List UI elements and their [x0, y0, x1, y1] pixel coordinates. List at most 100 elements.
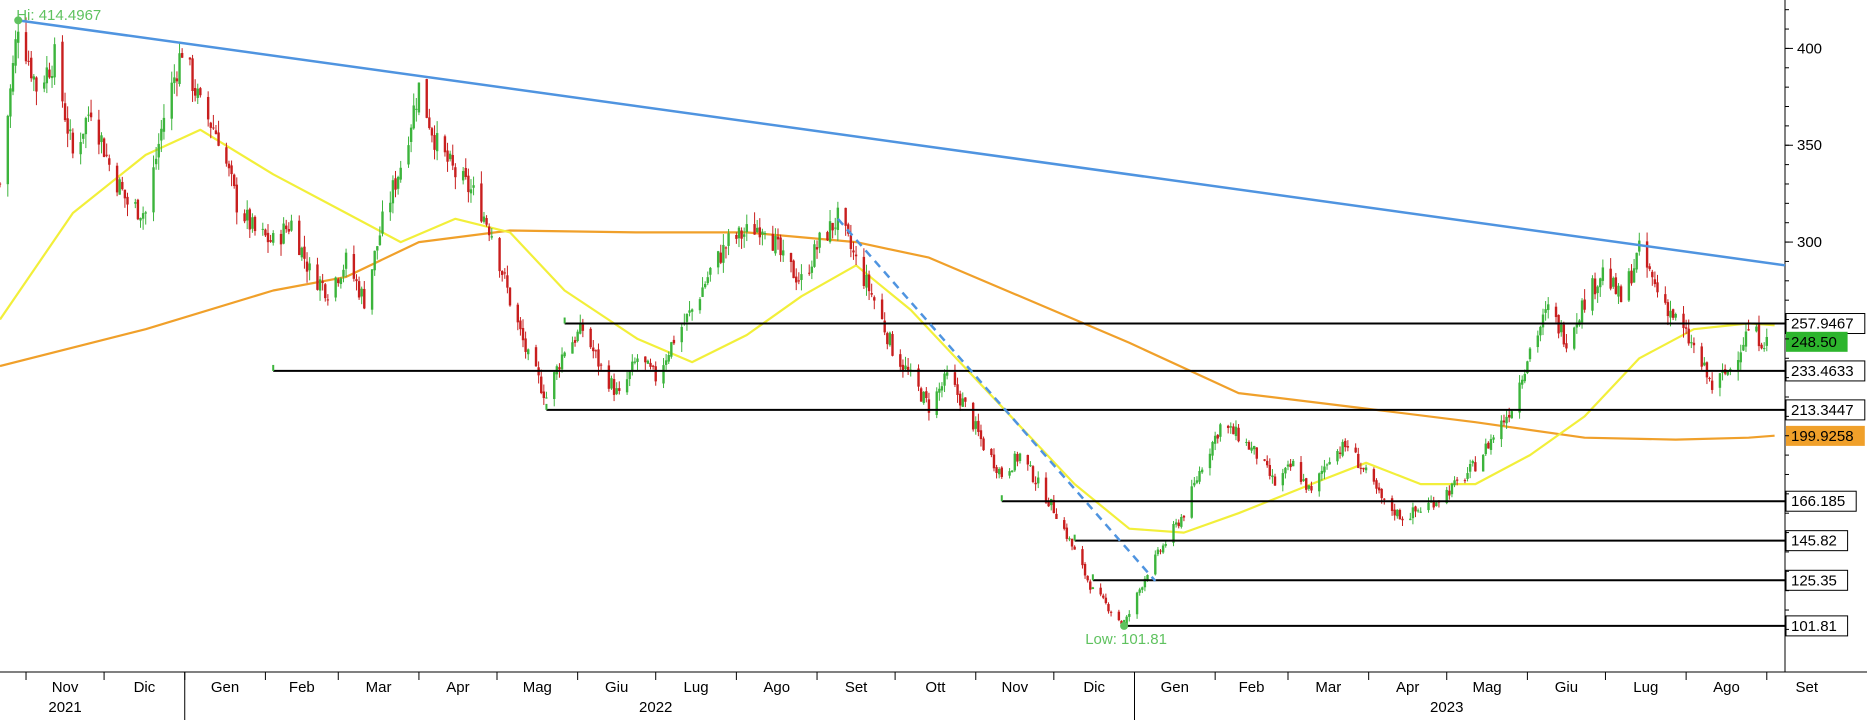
x-tick-label: Feb [1239, 679, 1265, 696]
candle-body [448, 153, 452, 160]
high-marker [14, 16, 23, 25]
candle-body [1055, 513, 1058, 520]
candle-body [212, 127, 215, 129]
x-tick-label: Mar [1315, 679, 1341, 696]
candle-body [360, 288, 363, 297]
candle-body [977, 420, 980, 432]
x-tick-label: Gen [1161, 679, 1189, 696]
candle-body [1703, 362, 1706, 366]
candle-body [461, 171, 465, 181]
candle-body [1739, 352, 1742, 363]
candle-body [1286, 464, 1290, 467]
candle-body [1226, 425, 1230, 428]
candle-body [579, 322, 582, 334]
candle-body [1718, 373, 1722, 388]
axes: 400 350 300 Nov Dic Gen Feb Mar Apr Mag Giu Lug Ago S… [25, 9, 1822, 720]
candle-body [1174, 522, 1178, 525]
candle-body [27, 60, 30, 62]
candle-body [1757, 324, 1761, 347]
x-tick-label: Mar [366, 679, 392, 696]
candle-body [45, 67, 49, 84]
candle-body [1034, 482, 1037, 485]
candle-body [1211, 442, 1214, 456]
candle-body [9, 88, 12, 117]
candle-body [664, 360, 668, 365]
candle-body [1520, 379, 1524, 385]
candle-body [797, 280, 801, 282]
candle-body [61, 41, 64, 102]
year-label: 2023 [1430, 699, 1463, 716]
candle-body [667, 354, 670, 362]
candle-body [997, 469, 1001, 475]
candle-body [719, 252, 722, 263]
candle-body [1398, 509, 1402, 520]
candle-body [703, 283, 707, 288]
candle-body [170, 82, 173, 119]
candle-body [425, 79, 428, 118]
candle-body [352, 254, 356, 279]
candle-body [1120, 620, 1123, 624]
candle-body [66, 118, 69, 134]
candle-body [30, 57, 33, 79]
candle-body [89, 112, 93, 118]
candle-body [670, 342, 673, 357]
candle-body [1409, 518, 1412, 521]
resistance-trendline [18, 19, 1786, 267]
moving-average-short [0, 128, 1775, 534]
candle-body [14, 39, 17, 66]
candle-body [1081, 549, 1084, 566]
candle-body [415, 108, 418, 110]
candle-body [1614, 277, 1618, 294]
candle-body [1338, 452, 1342, 455]
candle-body [407, 145, 410, 165]
candle-body [409, 127, 413, 142]
low-marker [1120, 621, 1129, 630]
candle-body [225, 147, 228, 164]
x-tick-label: Set [1796, 679, 1819, 696]
candle-body [180, 53, 184, 58]
level-label: 125.35 [1791, 572, 1837, 589]
candle-body [378, 235, 382, 245]
candle-body [1414, 506, 1417, 512]
candle-body [779, 237, 782, 256]
candle-body [1432, 501, 1435, 508]
candle-body [1010, 470, 1014, 473]
candle-body [123, 189, 127, 199]
candle-body [1237, 427, 1240, 442]
candle-body [1305, 478, 1308, 490]
candle-body [935, 391, 938, 415]
candle-body [1401, 518, 1404, 521]
level-label: 213.3447 [1791, 402, 1854, 419]
candle-body [563, 352, 566, 357]
candle-body [1690, 342, 1693, 344]
candle-body [1383, 498, 1386, 500]
candle-body [1065, 527, 1069, 539]
axis-frame [0, 0, 1867, 673]
candle-body [828, 221, 832, 242]
candle-body [1765, 336, 1768, 346]
candle-body [508, 287, 512, 306]
candle-body [1128, 613, 1131, 617]
candle-body [581, 324, 585, 331]
candle-body [545, 397, 548, 399]
candle-body [381, 211, 384, 234]
candle-body [917, 368, 920, 387]
candle-body [992, 454, 996, 469]
candle-body [1232, 426, 1235, 435]
candle-body [662, 365, 665, 384]
candle-body [162, 117, 166, 132]
level-label: 101.81 [1791, 618, 1837, 635]
candle-body [134, 202, 137, 204]
candle-body [1117, 611, 1121, 621]
candle-body [737, 227, 741, 239]
candle-body [1396, 509, 1399, 517]
candle-body [1159, 550, 1162, 552]
candle-body [880, 299, 884, 320]
candle-body [1565, 343, 1568, 349]
dashed-trendline [836, 218, 1157, 582]
candle-body [1086, 575, 1089, 581]
candle-body [446, 150, 449, 162]
candle-body [763, 233, 767, 235]
candle-body [1198, 471, 1201, 482]
